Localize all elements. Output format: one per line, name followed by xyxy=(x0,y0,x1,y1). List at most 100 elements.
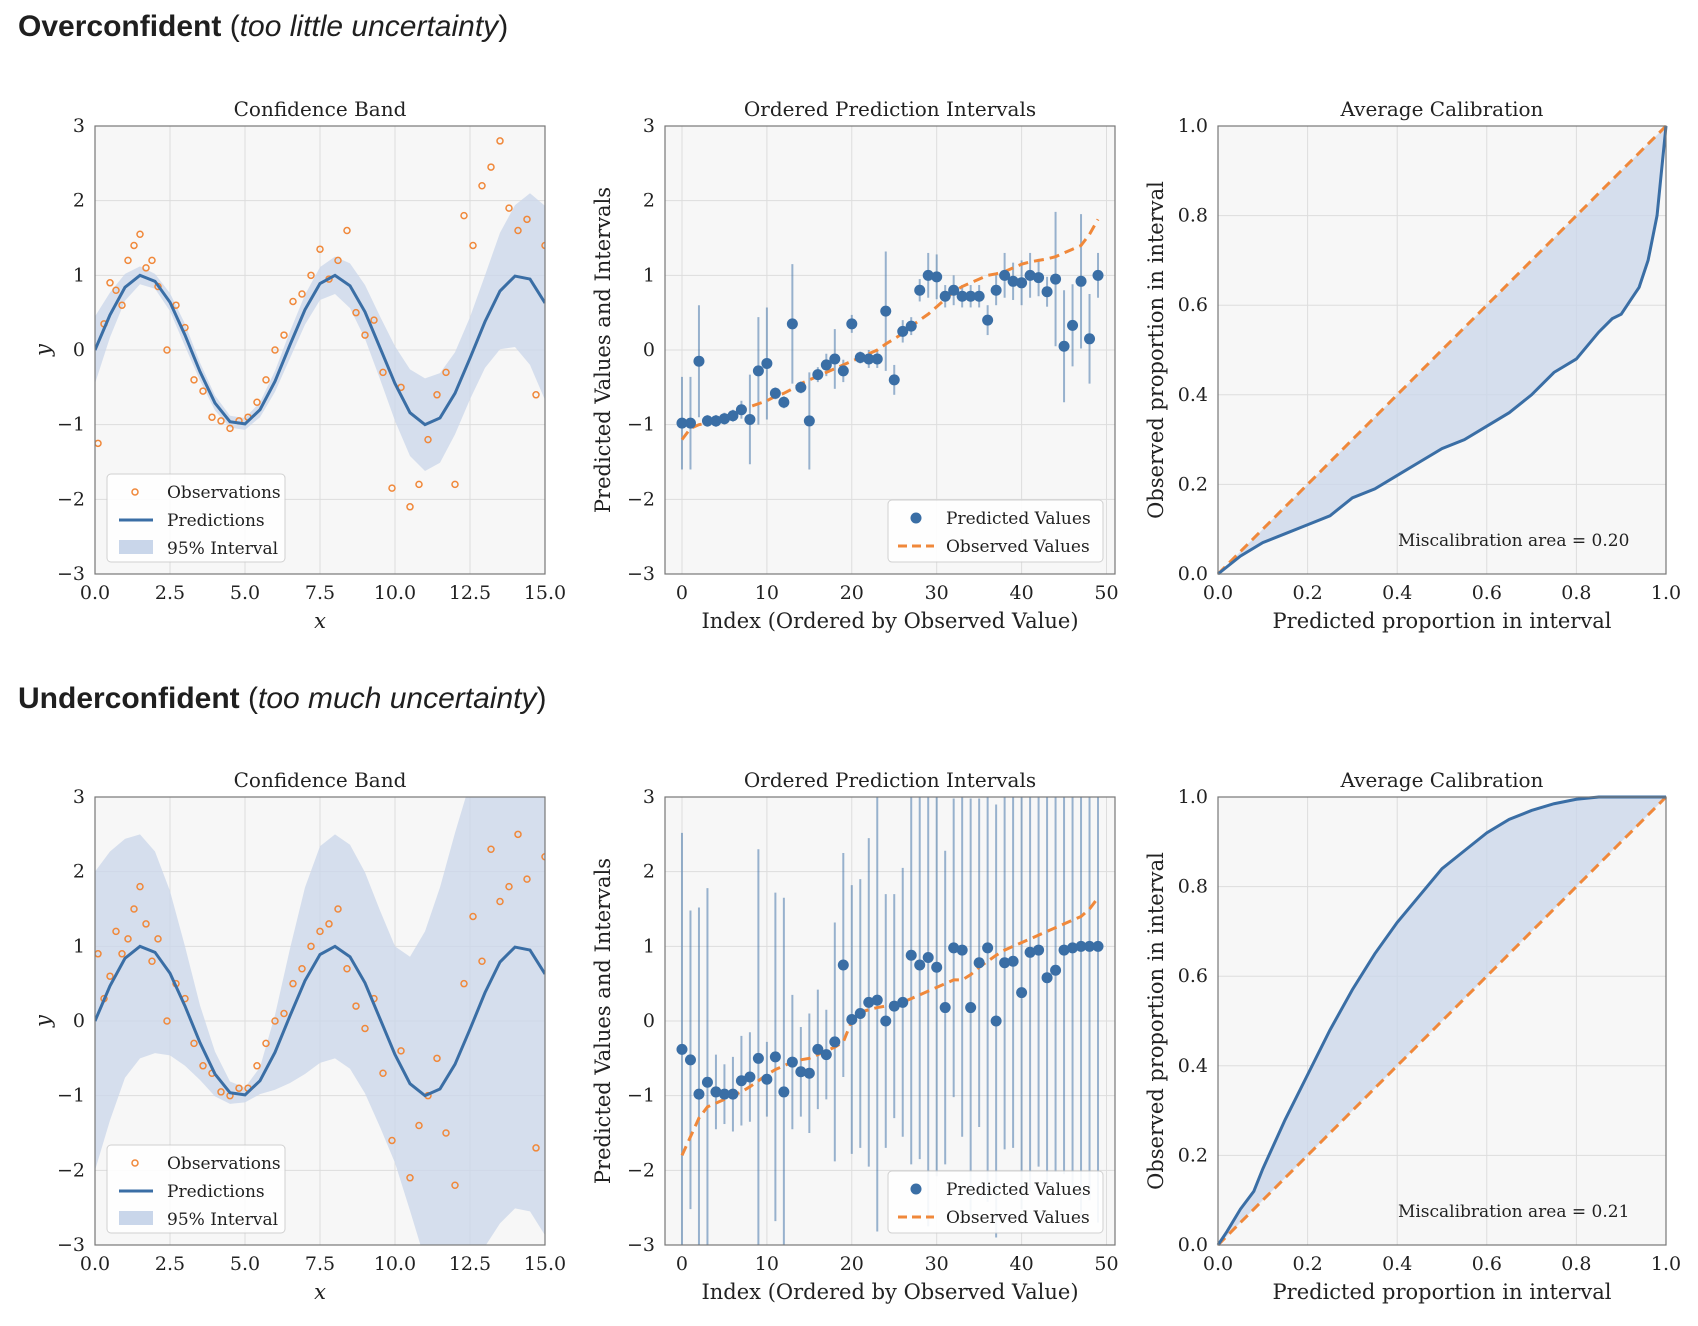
observation-point xyxy=(154,935,162,943)
predicted-point xyxy=(982,314,994,326)
x-tick-label: 1.0 xyxy=(1651,1253,1681,1275)
predicted-point xyxy=(769,1051,781,1063)
observed-line xyxy=(680,218,1100,441)
calibration-curve xyxy=(1217,125,1668,576)
predicted-point xyxy=(1067,942,1079,954)
predicted-point xyxy=(744,1071,756,1083)
observation-point xyxy=(271,346,279,354)
predicted-point xyxy=(846,1014,858,1026)
x-tick-label: 20 xyxy=(840,1253,864,1275)
predicted-point xyxy=(931,961,943,973)
observation-point xyxy=(514,830,522,839)
y-tick-label: 3 xyxy=(73,115,85,137)
y-tick-label: 3 xyxy=(73,786,85,808)
x-tick-label: 0.0 xyxy=(80,1253,110,1275)
x-tick-label: 2.5 xyxy=(155,1253,185,1275)
observation-point xyxy=(106,279,114,287)
observation-point xyxy=(514,226,522,235)
predicted-point xyxy=(829,353,841,365)
chart-title: Ordered Prediction Intervals xyxy=(744,768,1036,792)
predicted-point xyxy=(854,351,866,363)
plot-border xyxy=(664,125,1116,575)
x-tick-label: 5.0 xyxy=(230,582,260,604)
predicted-point xyxy=(1041,286,1053,298)
plot-content xyxy=(95,137,545,511)
observation-point xyxy=(361,331,369,339)
plot-border xyxy=(1217,796,1667,1246)
chart-title: Ordered Prediction Intervals xyxy=(744,97,1036,121)
observation-point xyxy=(352,308,360,317)
x-tick-label: 0.8 xyxy=(1561,1253,1591,1275)
x-tick-label: 5.0 xyxy=(230,1253,260,1275)
predicted-point xyxy=(1016,277,1028,289)
x-tick-label: 0.0 xyxy=(80,582,110,604)
miscalibration-annotation: Miscalibration area = 0.20 xyxy=(1398,531,1629,551)
y-tick-label: 2 xyxy=(73,861,85,883)
x-tick-label: 0.4 xyxy=(1382,1253,1412,1275)
section-heading-underconfident: Underconfident (too much uncertainty) xyxy=(18,682,546,716)
predicted-point xyxy=(888,1000,900,1012)
y-tick-label: 0 xyxy=(73,339,85,361)
x-tick-label: 40 xyxy=(1010,1253,1034,1275)
legend-label: Predictions xyxy=(167,1182,265,1202)
plot-content xyxy=(676,797,1104,1245)
predicted-point xyxy=(727,410,739,422)
x-tick-label: 7.5 xyxy=(305,1253,335,1275)
predicted-point xyxy=(948,942,960,954)
predicted-point xyxy=(1024,946,1036,958)
predicted-point xyxy=(922,952,934,964)
observation-point xyxy=(442,1129,450,1137)
observation-point xyxy=(280,1009,288,1018)
predicted-point xyxy=(982,942,994,954)
predicted-point xyxy=(1058,944,1070,956)
observation-point xyxy=(370,316,378,324)
y-tick-label: −3 xyxy=(627,1234,655,1256)
predicted-point xyxy=(710,415,722,427)
observation-point xyxy=(142,920,150,928)
observation-point xyxy=(388,1136,396,1145)
predicted-point xyxy=(795,1066,807,1078)
ideal-diagonal xyxy=(1216,124,1668,576)
predicted-point xyxy=(1092,269,1104,281)
observation-point xyxy=(253,398,261,407)
x-tick-label: 0.8 xyxy=(1561,582,1591,604)
observation-point xyxy=(415,1121,423,1130)
observation-point xyxy=(118,950,126,958)
predicted-point xyxy=(676,1043,688,1055)
predicted-point xyxy=(837,365,849,377)
x-tick-label: 10.0 xyxy=(374,1253,416,1275)
predicted-point xyxy=(744,413,756,425)
predicted-point xyxy=(1075,940,1087,952)
legend-marker-predicted xyxy=(910,512,922,524)
observation-point xyxy=(130,241,138,250)
observation-point xyxy=(352,1002,360,1010)
predicted-point xyxy=(1058,340,1070,352)
observation-point xyxy=(298,964,306,973)
legend-label: Observations xyxy=(167,1154,281,1174)
heading-paren-open: ( xyxy=(221,10,240,43)
predicted-point xyxy=(922,269,934,281)
observation-point xyxy=(226,424,234,433)
y-tick-label: 0.6 xyxy=(1178,294,1208,316)
legend-label: Observed Values xyxy=(946,537,1090,557)
predicted-point xyxy=(914,959,926,971)
predicted-point xyxy=(863,353,875,365)
predicted-point xyxy=(965,290,977,302)
plot-border xyxy=(94,125,546,575)
observation-point xyxy=(325,920,333,928)
predicted-point xyxy=(990,1015,1002,1027)
legend-marker-observations xyxy=(131,488,139,496)
y-tick-label: 0.2 xyxy=(1178,473,1208,495)
y-tick-label: 2 xyxy=(73,190,85,212)
predicted-point xyxy=(701,415,713,427)
y-tick-label: 0 xyxy=(643,339,655,361)
y-tick-label: −2 xyxy=(57,1159,85,1181)
legend-label: Observations xyxy=(167,483,281,503)
observation-point xyxy=(124,256,132,265)
observation-point xyxy=(442,368,450,377)
x-tick-label: 20 xyxy=(840,582,864,604)
observation-point xyxy=(95,439,102,448)
observation-point xyxy=(343,964,351,973)
plot-content xyxy=(676,211,1104,470)
plot-border xyxy=(1217,125,1667,575)
